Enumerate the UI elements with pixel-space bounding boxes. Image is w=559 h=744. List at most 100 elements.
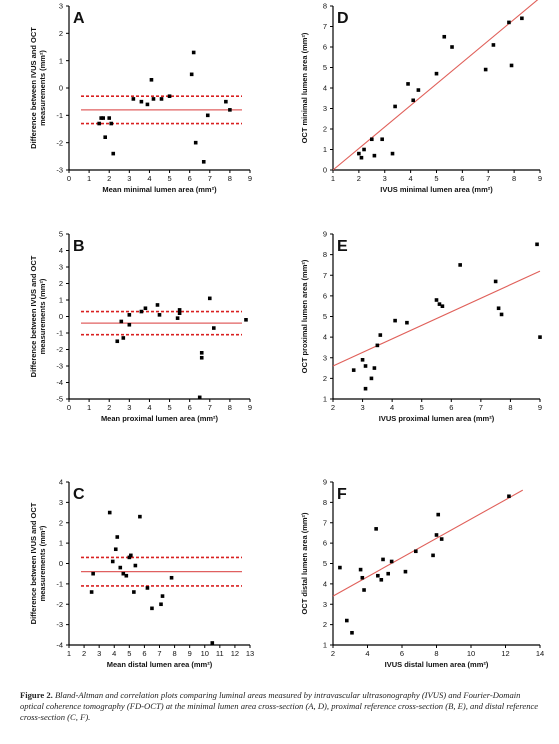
- data-point: [491, 43, 496, 47]
- figure-caption: Figure 2. Bland-Altman and correlation p…: [20, 690, 545, 723]
- data-point: [199, 355, 204, 360]
- x-tick-label: 3: [360, 403, 364, 412]
- data-point: [107, 116, 112, 120]
- data-point: [416, 88, 421, 92]
- y-tick-label: 3: [59, 2, 63, 11]
- x-tick-label: 0: [67, 403, 71, 412]
- x-tick-label: 8: [508, 403, 512, 412]
- y-tick-label: 1: [59, 539, 63, 548]
- data-point: [103, 135, 107, 139]
- y-tick-label: 0: [59, 312, 63, 321]
- data-point: [139, 309, 144, 314]
- data-point: [507, 494, 511, 499]
- x-tick-label: 0: [67, 174, 71, 183]
- x-tick-label: 4: [147, 403, 151, 412]
- data-point: [244, 318, 248, 322]
- x-tick-label: 4: [409, 174, 413, 183]
- y-tick-label: -5: [56, 395, 63, 404]
- data-point: [393, 318, 397, 323]
- data-point: [520, 16, 524, 21]
- data-point: [160, 594, 165, 598]
- data-point: [436, 512, 441, 517]
- data-point: [389, 559, 394, 564]
- data-point: [362, 588, 366, 592]
- y-axis-label-line: OCT minimal lumen area (mm²): [300, 32, 309, 143]
- y-tick-label: -3: [56, 166, 63, 175]
- y-tick-label: 2: [323, 620, 327, 629]
- data-point: [363, 386, 368, 391]
- y-tick-label: 5: [323, 312, 327, 321]
- x-tick-label: 6: [449, 403, 453, 412]
- x-tick-label: 13: [246, 649, 254, 658]
- y-axis-label-line: measurements (mm²): [38, 50, 47, 126]
- data-point: [372, 366, 377, 370]
- data-point: [167, 94, 172, 98]
- x-axis-label: Mean distal lumen area (mm²): [107, 660, 213, 669]
- y-tick-label: 6: [323, 539, 327, 548]
- y-axis-label-line: measurements (mm²): [38, 525, 47, 601]
- data-point: [131, 97, 136, 101]
- data-point: [381, 557, 385, 562]
- x-tick-label: 8: [434, 649, 438, 658]
- data-point: [111, 151, 116, 156]
- y-tick-label: -2: [56, 600, 63, 609]
- data-point: [145, 586, 150, 590]
- x-tick-label: 8: [228, 174, 232, 183]
- data-point: [374, 527, 378, 531]
- data-point: [118, 565, 123, 570]
- data-point: [151, 97, 156, 101]
- x-tick-label: 2: [107, 174, 111, 183]
- data-point: [393, 104, 397, 109]
- y-tick-label: -1: [56, 329, 63, 338]
- panel-letter: A: [73, 10, 85, 27]
- data-point: [177, 311, 182, 315]
- x-tick-label: 5: [167, 174, 171, 183]
- data-point: [360, 575, 365, 580]
- data-point: [150, 606, 154, 611]
- data-point: [363, 364, 368, 368]
- data-point: [458, 263, 462, 267]
- data-point: [370, 137, 374, 142]
- panel-a: 0 1 2 3 4 5 6 7 8 9 -3 -2 -1 0 1 2 3 Mean minimal lumen a…: [29, 2, 252, 194]
- x-tick-label: 1: [67, 649, 71, 658]
- data-point: [376, 573, 380, 578]
- x-tick-label: 4: [390, 403, 394, 412]
- y-tick-label: -2: [56, 138, 63, 147]
- data-point: [145, 102, 150, 107]
- x-tick-label: 7: [208, 403, 212, 412]
- x-axis-label: IVUS proximal lumen area (mm²): [379, 414, 495, 423]
- y-tick-label: 1: [59, 56, 63, 65]
- x-tick-label: 6: [400, 649, 404, 658]
- y-tick-label: 1: [323, 641, 327, 650]
- data-point: [535, 242, 539, 247]
- x-tick-label: 5: [167, 403, 171, 412]
- data-point: [403, 569, 408, 574]
- y-axis-label-line: Difference between IVUS and OCT: [29, 502, 38, 624]
- data-point: [434, 533, 439, 537]
- caption-label: Figure 2.: [20, 690, 53, 700]
- data-point: [177, 308, 182, 312]
- x-tick-label: 11: [216, 649, 224, 658]
- y-tick-label: 3: [323, 353, 327, 362]
- data-point: [127, 322, 132, 327]
- x-tick-label: 8: [512, 174, 516, 183]
- y-tick-label: 4: [59, 478, 63, 487]
- data-point: [155, 303, 160, 307]
- x-tick-label: 3: [127, 174, 131, 183]
- y-tick-label: 9: [323, 230, 327, 239]
- data-point: [440, 304, 445, 308]
- y-axis-label-line: measurements (mm²): [38, 278, 47, 354]
- panel-letter: E: [337, 238, 348, 255]
- data-point: [358, 567, 363, 572]
- data-point: [138, 514, 142, 519]
- y-axis-label: Difference between IVUS and OCTmeasureme…: [29, 27, 47, 149]
- y-tick-label: 1: [59, 296, 63, 305]
- data-point: [124, 573, 129, 578]
- y-tick-label: 8: [323, 498, 327, 507]
- data-point: [132, 590, 136, 594]
- y-tick-label: 1: [323, 395, 327, 404]
- x-tick-label: 6: [188, 403, 192, 412]
- x-tick-label: 6: [142, 649, 146, 658]
